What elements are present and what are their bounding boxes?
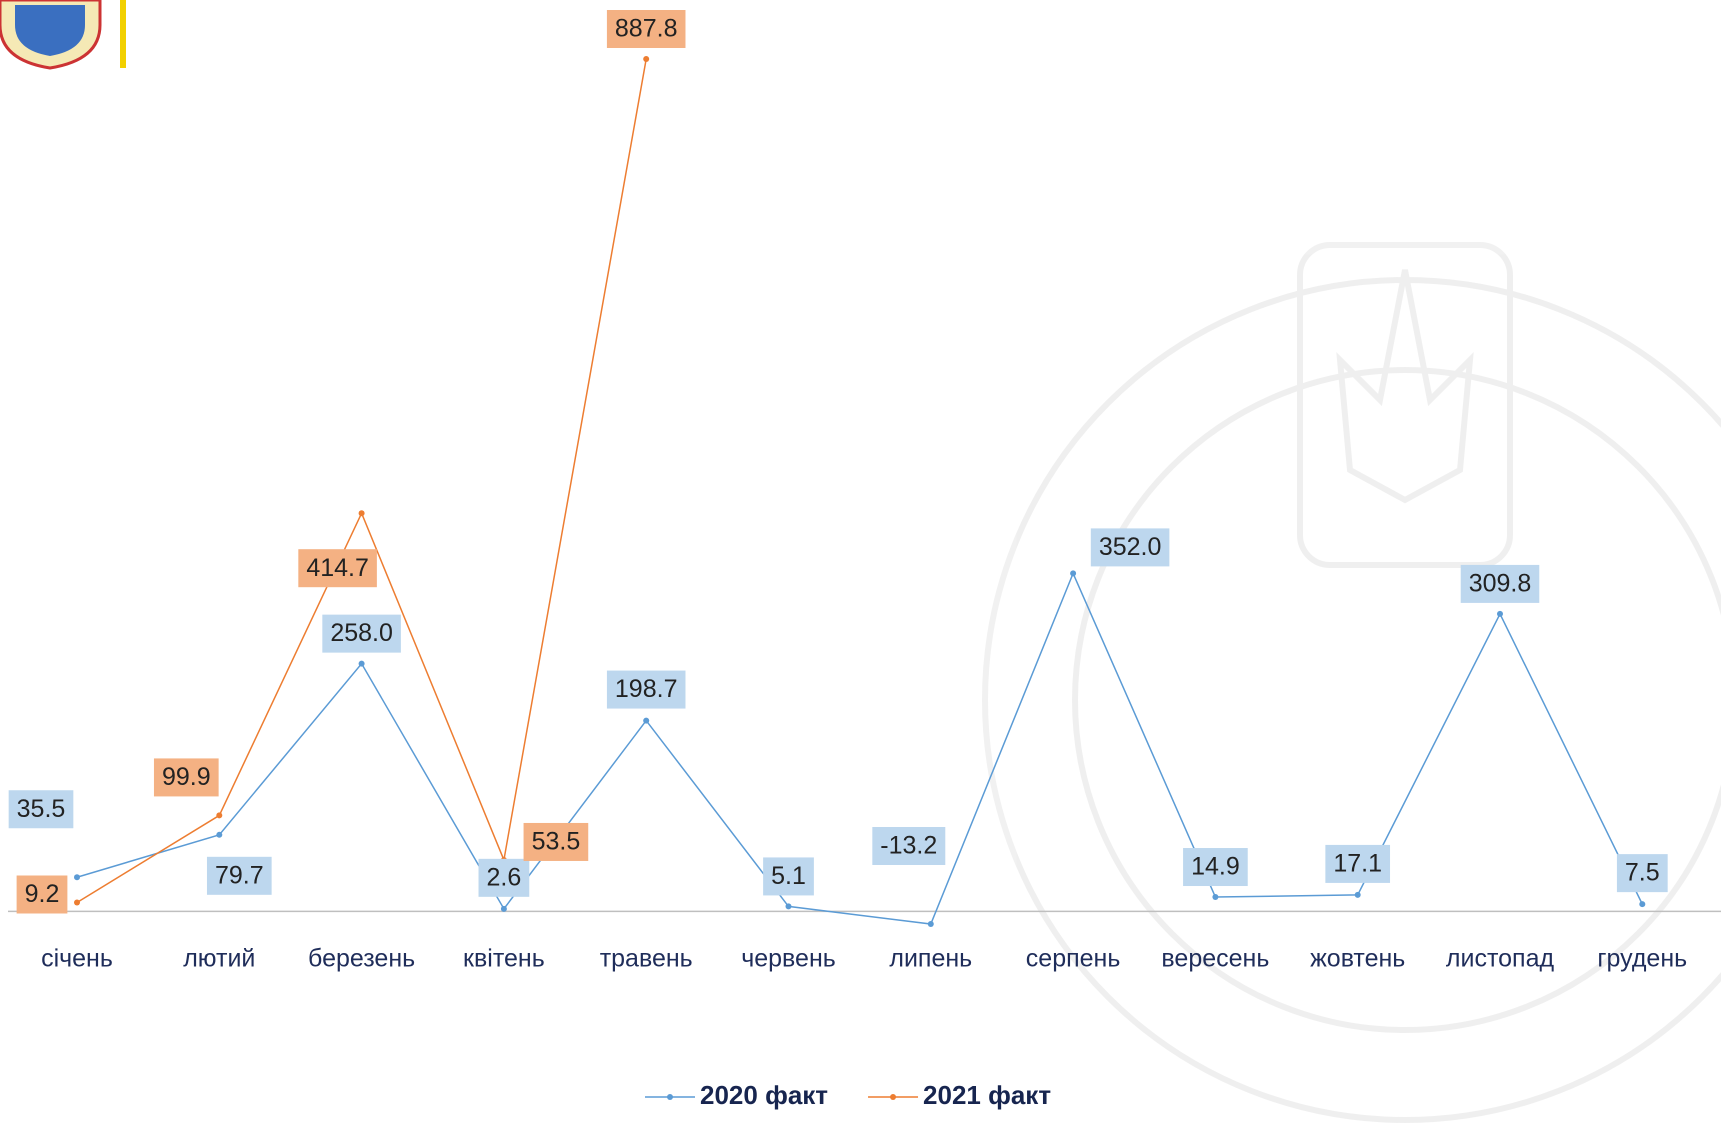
data-label-text: 887.8: [615, 15, 678, 43]
data-label-text: 198.7: [615, 675, 678, 703]
data-label: -13.2: [872, 827, 945, 865]
data-label-text: 258.0: [330, 619, 393, 647]
background-emblem: [985, 245, 1721, 1120]
data-label: 7.5: [1617, 854, 1668, 892]
data-label-text: 5.1: [771, 862, 806, 890]
x-tick-label: жовтень: [1310, 945, 1405, 973]
point: [1212, 894, 1218, 900]
x-tick-label: січень: [41, 945, 113, 973]
data-label: 352.0: [1091, 528, 1170, 566]
data-label: 17.1: [1325, 845, 1390, 883]
x-tick-label: липень: [889, 945, 972, 973]
data-label: 258.0: [322, 615, 401, 653]
legend-label: 2020 факт: [700, 1080, 828, 1110]
x-tick-label: травень: [600, 945, 693, 973]
point: [216, 832, 222, 838]
x-tick-label: грудень: [1597, 945, 1687, 973]
x-tick-label: серпень: [1026, 945, 1121, 973]
data-label-text: 99.9: [162, 763, 211, 791]
legend-label: 2021 факт: [923, 1080, 1051, 1110]
point: [216, 812, 222, 818]
point: [1639, 901, 1645, 907]
x-tick-label: березень: [308, 945, 415, 973]
point: [1355, 892, 1361, 898]
data-label: 9.2: [17, 875, 68, 913]
data-label: 53.5: [524, 823, 589, 861]
data-label-text: 35.5: [17, 795, 66, 823]
point: [1497, 611, 1503, 617]
point: [359, 661, 365, 667]
point: [1070, 570, 1076, 576]
x-tick-label: квітень: [463, 945, 545, 973]
data-label-text: 7.5: [1625, 859, 1660, 887]
logo: [0, 0, 126, 68]
point: [501, 906, 507, 912]
point: [359, 510, 365, 516]
data-label: 14.9: [1183, 848, 1248, 886]
data-label: 99.9: [154, 758, 219, 796]
point: [928, 921, 934, 927]
data-label: 2.6: [479, 859, 530, 897]
x-tick-label: лютий: [183, 945, 255, 973]
data-label: 198.7: [607, 671, 686, 709]
data-label-text: 414.7: [306, 554, 369, 582]
x-tick-label: листопад: [1446, 945, 1555, 973]
data-label-text: 9.2: [25, 880, 60, 908]
data-label: 414.7: [298, 549, 377, 587]
data-label-text: 53.5: [532, 828, 581, 856]
legend-marker: [890, 1094, 896, 1100]
data-label-text: 2.6: [487, 863, 522, 891]
chart: січень лютий березень квітень травень червень…: [0, 0, 1721, 1130]
point: [643, 56, 649, 62]
point: [786, 903, 792, 909]
data-label: 35.5: [9, 790, 74, 828]
data-label: 5.1: [763, 857, 814, 895]
data-label-text: 79.7: [215, 861, 264, 889]
data-label-text: 14.9: [1191, 853, 1240, 881]
data-label-text: 17.1: [1333, 850, 1382, 878]
point: [74, 899, 80, 905]
data-label-text: 309.8: [1469, 570, 1532, 598]
point: [74, 874, 80, 880]
data-label-text: -13.2: [880, 832, 937, 860]
x-tick-label: червень: [741, 945, 836, 973]
point: [643, 718, 649, 724]
data-label: 79.7: [207, 857, 272, 895]
legend-marker: [667, 1094, 673, 1100]
data-label: 887.8: [607, 10, 686, 48]
data-label: 309.8: [1461, 565, 1540, 603]
data-label-text: 352.0: [1099, 533, 1162, 561]
x-tick-label: вересень: [1161, 945, 1269, 973]
series-line: [77, 573, 1642, 924]
